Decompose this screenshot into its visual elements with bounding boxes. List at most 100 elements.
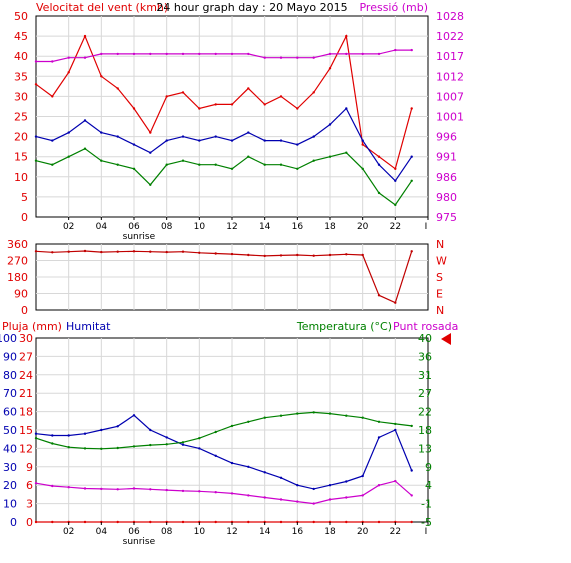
series-line-dewpoint-point	[410, 494, 413, 497]
wind-x-tick-label: 16	[292, 222, 304, 232]
pressure-y-tick-label: 1022	[436, 30, 464, 43]
pressure-y-tick-label: 975	[436, 211, 457, 224]
series-line-humidity-point	[149, 428, 152, 432]
wind-x-tick-label: I	[425, 222, 428, 232]
series-line-direction-point	[34, 250, 38, 253]
series-line-direction-point	[377, 294, 381, 297]
wind-x-tick-label: 02	[63, 222, 74, 232]
wind-y-tick-label: 25	[14, 111, 28, 124]
series-line-average-point	[67, 131, 70, 134]
series-line-direction-point	[230, 252, 234, 256]
series-line-dewpoint-point	[345, 496, 348, 499]
wind-y-tick-label: 40	[14, 50, 28, 63]
humidity-y-tick-label: 30	[3, 461, 17, 474]
series-line-pressure-point	[132, 52, 136, 56]
rain-y-tick-label: 12	[19, 442, 33, 455]
series-line-rain-point	[83, 520, 87, 524]
wind-x-sunrise-label: sunrise	[123, 232, 156, 242]
series-line-pressure	[36, 49, 412, 63]
series-line-direction-point	[279, 254, 283, 257]
rain-y-tick-label: 18	[19, 406, 33, 419]
series-line-temperature-point	[132, 445, 136, 448]
temperature-y-tick-label: 18	[418, 424, 432, 437]
series-line-average-point	[230, 139, 234, 142]
series-line-minimum-point	[34, 159, 38, 162]
series-line-gust-point	[296, 107, 299, 110]
series-line-dewpoint-point	[279, 498, 283, 501]
current-temperature-marker-icon	[441, 333, 451, 345]
series-line-temperature-point	[83, 447, 87, 450]
series-line-pressure-point	[34, 60, 38, 63]
humidity-y-tick-label: 20	[3, 479, 17, 492]
series-line-gust-point	[345, 34, 348, 38]
series-line-average-point	[247, 131, 250, 134]
wind-y-tick-label: 0	[21, 211, 28, 224]
series-line-dewpoint	[35, 480, 413, 505]
series-line-gust-point	[51, 95, 54, 98]
series-line-gust-point	[116, 87, 119, 90]
humidity-axis-title: Humitat	[66, 320, 111, 333]
series-line-humidity-point	[100, 428, 103, 432]
series-line-minimum-point	[328, 155, 332, 158]
temp-x-tick-label: 12	[226, 527, 237, 537]
series-line-gust-point	[149, 131, 152, 134]
temp-x-tick-label: 18	[324, 527, 336, 537]
series-line-dewpoint-point	[247, 494, 250, 497]
series-line-dewpoint-point	[34, 482, 38, 485]
pressure-y-tick-label: 1001	[436, 111, 464, 124]
wind-x-tick-label: 08	[161, 222, 173, 232]
series-line-direction-point	[149, 250, 152, 253]
wind-y-tick-label: 10	[14, 171, 28, 184]
temperature-y-tick-label: 40	[418, 332, 432, 345]
series-line-pressure-point	[296, 56, 299, 59]
series-line-humidity-point	[198, 447, 201, 450]
temperature-y-tick-label: 4	[425, 479, 432, 492]
series-line-humidity-point	[132, 414, 136, 417]
direction-compass-label: N	[436, 238, 444, 251]
humidity-y-tick-label: 60	[3, 406, 17, 419]
series-line-direction-point	[394, 301, 397, 304]
series-line-pressure-point	[394, 48, 397, 52]
series-line-pressure-point	[361, 52, 364, 56]
series-line-temperature-point	[328, 412, 332, 415]
series-line-dewpoint-point	[377, 484, 381, 487]
series-line-direction-point	[328, 253, 332, 257]
pressure-y-tick-label: 980	[436, 191, 457, 204]
temp-x-sunrise-label: sunrise	[123, 537, 156, 547]
series-line-pressure-point	[116, 52, 119, 56]
pressure-y-tick-label: 1028	[436, 10, 464, 23]
series-line-average-point	[263, 139, 266, 142]
series-line-temperature-point	[116, 446, 119, 450]
series-line-temperature-point	[345, 414, 348, 417]
series-line-pressure-point	[312, 56, 315, 59]
series-line-gust-point	[377, 155, 381, 158]
series-line-average-point	[377, 163, 381, 166]
series-line-gust-point	[83, 34, 87, 38]
series-line-temperature-point	[394, 422, 397, 426]
wind-pressure-panel: 0 5 10 15 20 25 30 35 40 45 50 975 980 986 991 996 1001 1…	[14, 10, 464, 242]
wind-x-tick-label: 12	[226, 222, 237, 232]
series-line-humidity-point	[361, 474, 364, 478]
wind-x-tick-label: 10	[194, 222, 206, 232]
series-line-humidity-point	[410, 469, 413, 472]
series-line-humidity-point	[328, 484, 332, 487]
series-line-direction-point	[198, 251, 201, 254]
series-line-temperature-point	[377, 420, 381, 423]
series-line-temperature-point	[214, 430, 217, 434]
series-line-direction-point	[132, 250, 136, 253]
series-line-dewpoint-point	[263, 496, 266, 499]
wind-x-tick-label: 18	[324, 222, 336, 232]
series-line-pressure-point	[181, 52, 185, 56]
series-line-temperature-point	[165, 443, 168, 446]
pressure-axis-title: Pressió (mb)	[359, 1, 428, 14]
series-line-rain-point	[149, 520, 152, 524]
series-line-minimum-point	[100, 159, 103, 162]
direction-y-tick-label: 0	[21, 304, 28, 317]
series-line-humidity-point	[165, 436, 168, 439]
wind-x-tick-label: 22	[390, 222, 401, 232]
temp-x-tick-label: 14	[259, 527, 271, 537]
series-line-pressure-point	[165, 52, 168, 56]
humidity-y-tick-label: 10	[3, 498, 17, 511]
series-line-gust-point	[263, 103, 266, 106]
series-line-gust-point	[279, 95, 283, 98]
